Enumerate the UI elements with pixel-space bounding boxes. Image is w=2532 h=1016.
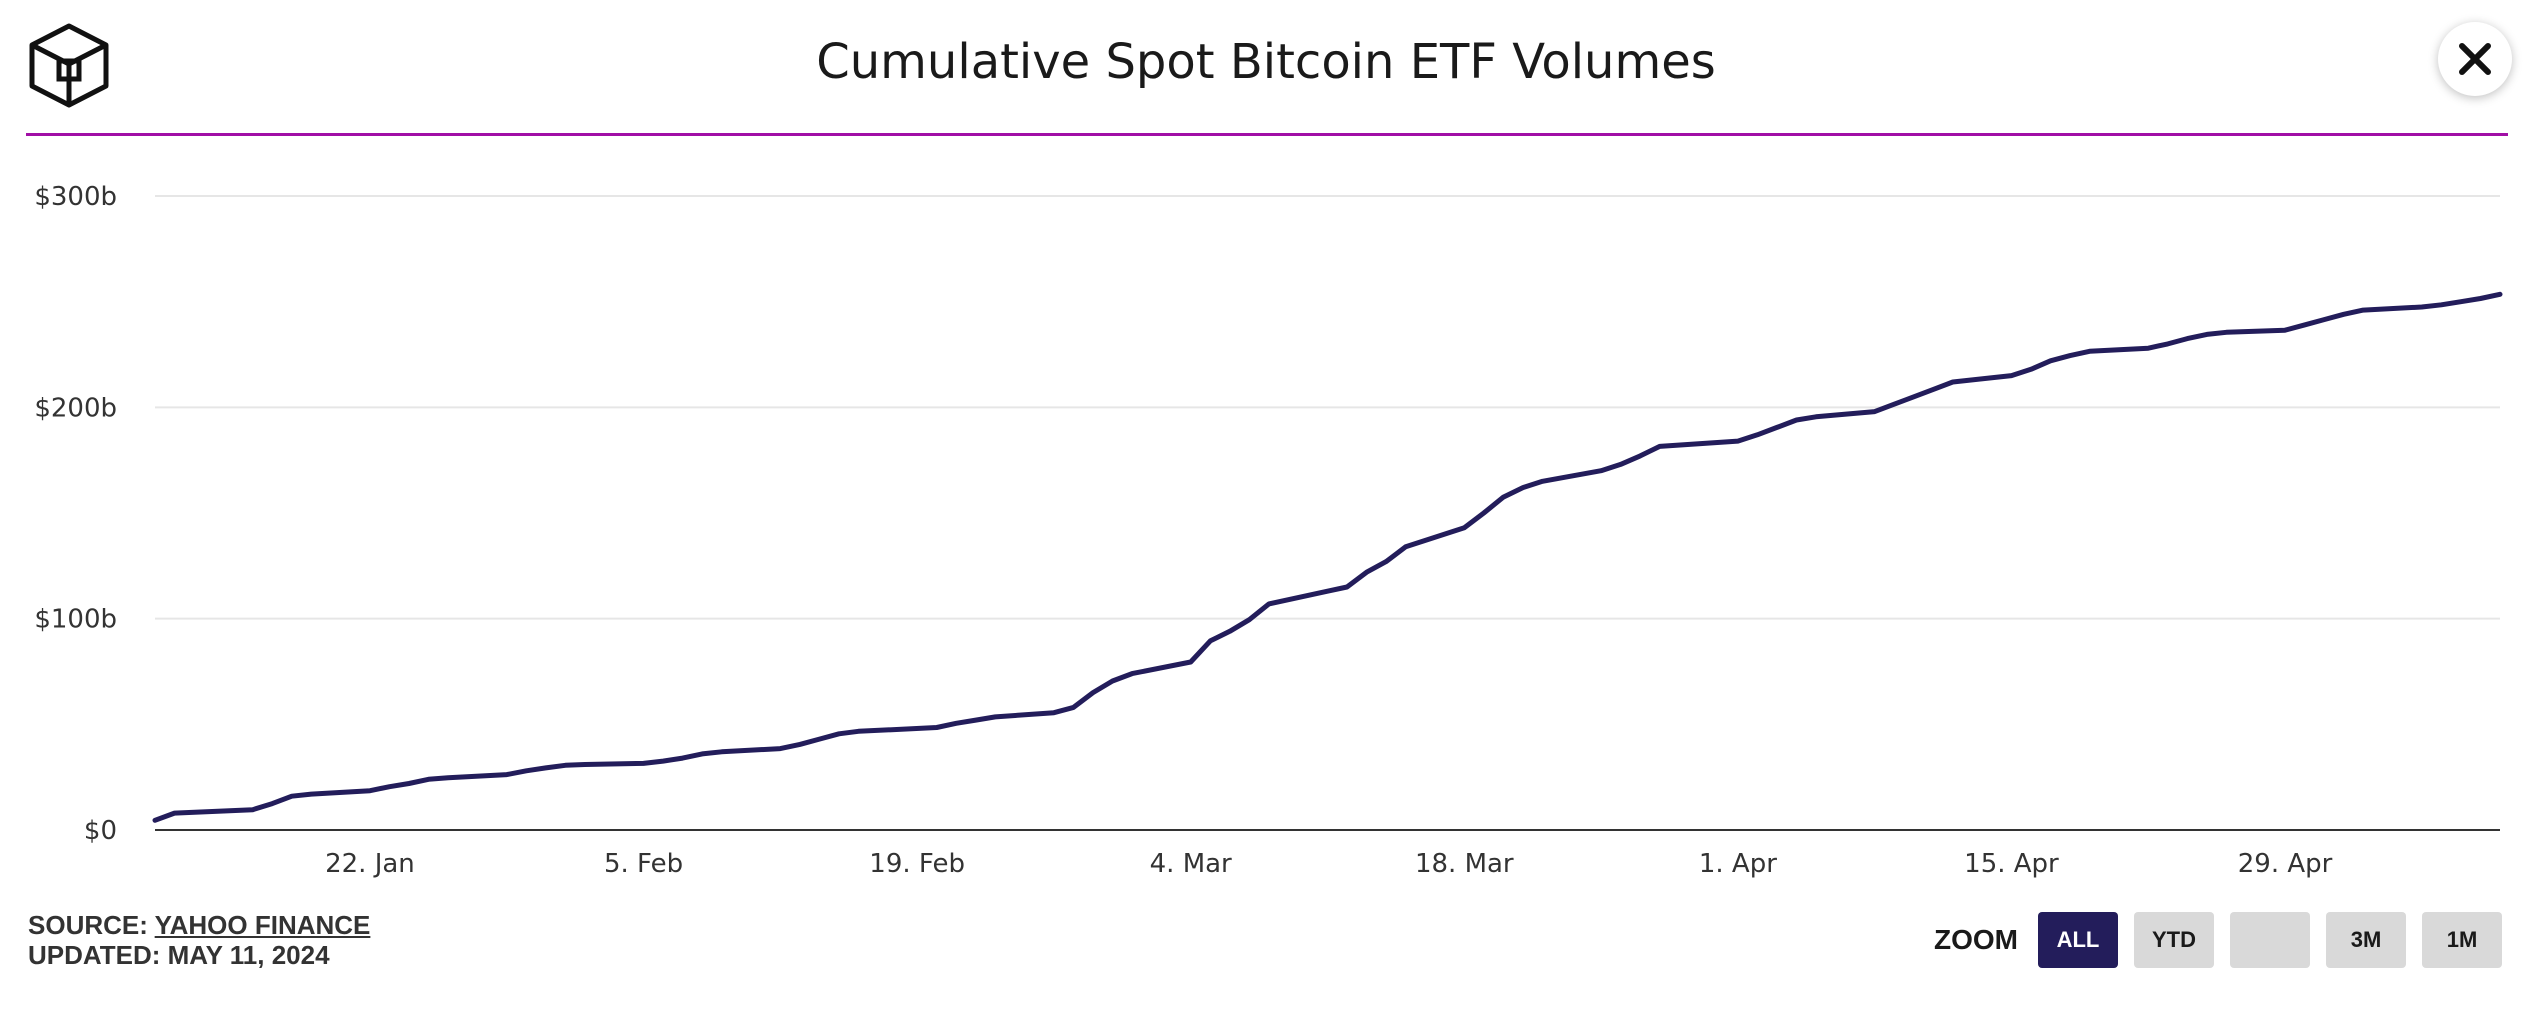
line-chart: $0 $100b $200b $300b 22. Jan 5. Feb 19. Feb 4. …: [34, 182, 2503, 879]
y-tick-label: $200b: [34, 393, 117, 423]
footer-credits: SOURCE: YAHOO FINANCE UPDATED: MAY 11, 2…: [28, 910, 370, 970]
zoom-1m-button[interactable]: 1M: [2422, 912, 2502, 968]
updated-line: UPDATED: MAY 11, 2024: [28, 940, 330, 970]
y-tick-label: $300b: [34, 182, 117, 212]
cube-logo-icon: [26, 22, 112, 108]
zoom-3m-button[interactable]: 3M: [2326, 912, 2406, 968]
source-link[interactable]: YAHOO FINANCE: [154, 910, 371, 940]
x-tick-label: 15. Apr: [1964, 849, 2059, 879]
zoom-blank-button[interactable]: [2230, 912, 2310, 968]
x-tick-label: 18. Mar: [1415, 849, 1514, 879]
x-tick-label: 19. Feb: [869, 849, 965, 879]
chart-title: Cumulative Spot Bitcoin ETF Volumes: [816, 34, 1716, 90]
x-tick-label: 5. Feb: [604, 849, 683, 879]
title-divider: [26, 133, 2508, 136]
zoom-all-button[interactable]: ALL: [2038, 912, 2118, 968]
x-tick-label: 29. Apr: [2238, 849, 2333, 879]
series-line: [152, 291, 2503, 823]
source-prefix: SOURCE:: [28, 910, 155, 940]
zoom-label: ZOOM: [1934, 924, 2018, 955]
x-tick-label: 4. Mar: [1150, 849, 1232, 879]
y-tick-label: $100b: [34, 605, 117, 635]
x-tick-label: 1. Apr: [1699, 849, 1777, 879]
close-icon: [2459, 43, 2491, 75]
x-tick-label: 22. Jan: [325, 849, 415, 879]
close-button[interactable]: [2438, 22, 2512, 96]
source-line: SOURCE: YAHOO FINANCE: [28, 910, 370, 940]
zoom-ytd-button[interactable]: YTD: [2134, 912, 2214, 968]
zoom-controls: ZOOM ALL YTD 3M 1M: [1934, 912, 2502, 968]
y-tick-label: $0: [84, 816, 117, 846]
